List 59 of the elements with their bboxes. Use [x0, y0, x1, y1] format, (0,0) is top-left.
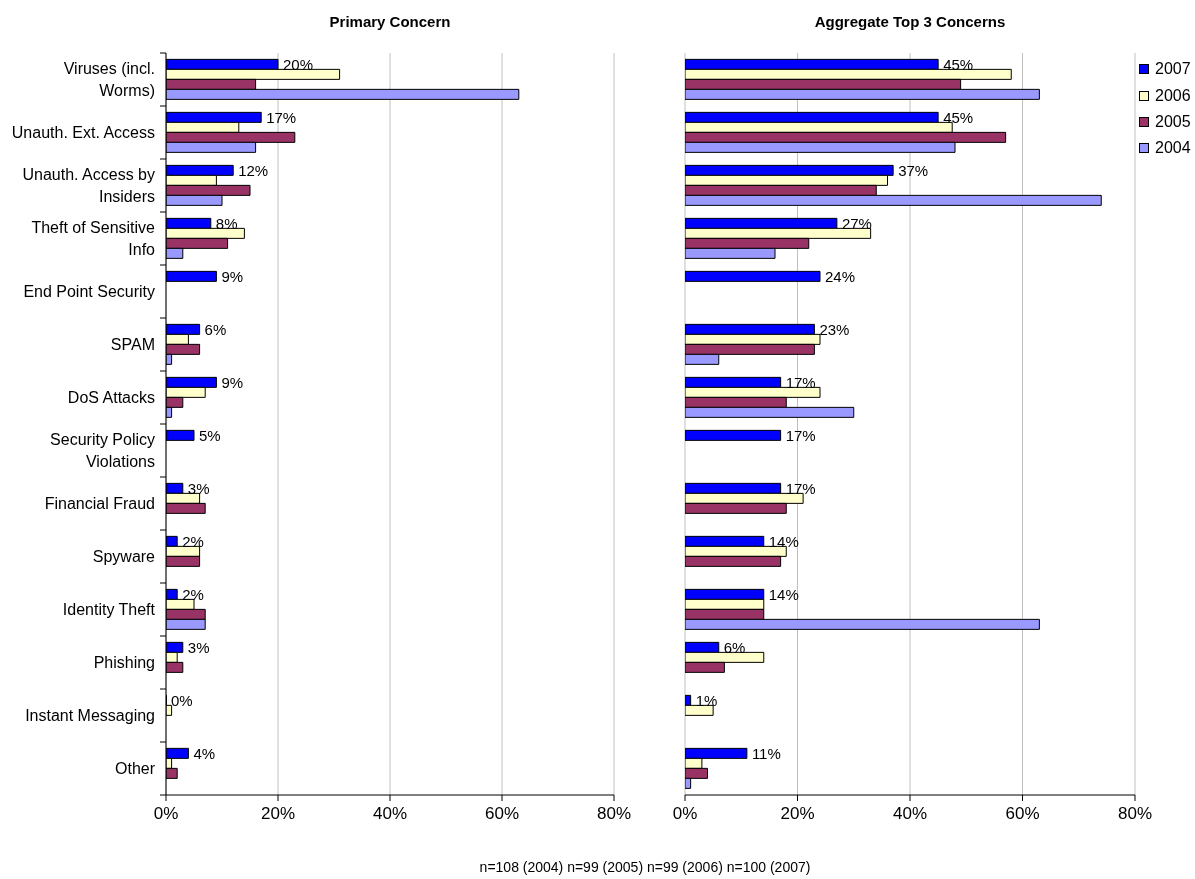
data-label: 37% — [898, 161, 929, 179]
text: n=108 (2004) n=99 (2005) n=99 (2006) n=100 (2007) — [478, 859, 812, 875]
data-label: 17% — [785, 426, 816, 444]
data-label: 8% — [215, 214, 238, 232]
data-label: 3% — [187, 479, 210, 497]
data-label: 17% — [785, 479, 816, 497]
legend-label: 2006 — [1155, 86, 1191, 105]
data-label: 17% — [266, 108, 297, 126]
x-tick-label: 80% — [1117, 804, 1153, 824]
y-tick-label: Other — [114, 760, 156, 777]
y-tick-label: Instant Messaging — [25, 707, 155, 724]
y-tick-label: SPAM — [110, 336, 155, 353]
y-tick-label: Unauth. Access by Insiders — [22, 166, 155, 205]
legend-label: 2007 — [1155, 60, 1191, 79]
y-tick-label: Phishing — [93, 654, 155, 671]
data-label: 45% — [943, 55, 974, 73]
y-tick-label: Theft of Sensitive Info — [31, 219, 156, 258]
data-label: 14% — [768, 532, 799, 550]
y-tick-label: Unauth. Ext. Access — [11, 124, 155, 141]
data-label: 9% — [221, 267, 244, 285]
x-tick-label: 60% — [484, 804, 520, 824]
x-tick-label: 40% — [892, 804, 928, 824]
data-label: 6% — [723, 638, 746, 656]
data-label: 12% — [238, 161, 269, 179]
data-label: 45% — [943, 108, 974, 126]
data-label: 14% — [768, 585, 799, 603]
y-tick-label: End Point Security — [23, 283, 155, 300]
x-tick-label: 40% — [372, 804, 408, 824]
data-label: 17% — [785, 373, 816, 391]
data-label: 2% — [182, 532, 204, 550]
chart-title: Aggregate Top 3 Concerns — [813, 13, 1007, 31]
data-label: 20% — [283, 55, 314, 73]
x-tick-label: 0% — [672, 804, 698, 824]
data-label: 27% — [841, 214, 872, 232]
chart-title: Primary Concern — [328, 13, 452, 31]
y-tick-label: Spyware — [92, 548, 156, 565]
x-tick-label: 20% — [780, 804, 815, 824]
y-tick-label: DoS Attacks — [67, 389, 155, 406]
x-tick-label: 0% — [153, 804, 179, 824]
legend-label: 2005 — [1155, 112, 1191, 131]
data-label: 1% — [695, 691, 718, 709]
data-label: 24% — [825, 267, 856, 285]
data-label: 23% — [819, 320, 850, 338]
y-tick-label: Viruses (incl. Worms) — [63, 60, 155, 99]
data-label: 5% — [199, 426, 221, 444]
x-tick-label: 80% — [596, 804, 632, 824]
y-tick-label: Financial Fraud — [44, 495, 155, 512]
data-label: 9% — [221, 373, 244, 391]
x-tick-label: 20% — [260, 804, 296, 824]
data-label: 3% — [187, 638, 210, 656]
x-tick-label: 60% — [1005, 804, 1040, 824]
y-tick-label: Identity Theft — [62, 601, 156, 618]
data-label: 0% — [171, 691, 193, 709]
data-label: 11% — [751, 744, 781, 762]
y-tick-label: Security Policy Violations — [50, 431, 155, 470]
legend-label: 2004 — [1155, 139, 1191, 158]
data-label: 6% — [204, 320, 227, 338]
data-label: 2% — [182, 585, 204, 603]
data-label: 4% — [193, 744, 216, 762]
